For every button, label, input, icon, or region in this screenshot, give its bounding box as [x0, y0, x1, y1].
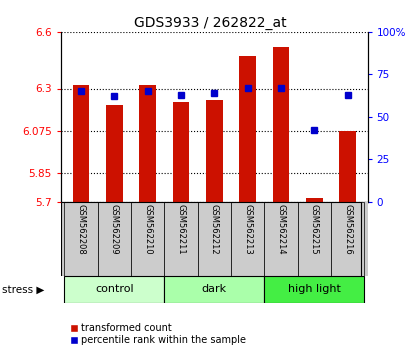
Bar — [131, 202, 164, 276]
Bar — [64, 276, 164, 303]
Text: dark: dark — [202, 284, 227, 295]
Text: high light: high light — [288, 284, 341, 295]
Bar — [64, 202, 97, 276]
Bar — [173, 102, 189, 202]
Bar — [297, 202, 331, 276]
Bar — [139, 85, 156, 202]
Text: GSM562211: GSM562211 — [176, 204, 185, 255]
Text: stress ▶: stress ▶ — [2, 284, 45, 295]
Bar — [106, 105, 123, 202]
Bar — [231, 202, 264, 276]
Bar — [164, 202, 197, 276]
Bar — [264, 276, 364, 303]
Text: control: control — [95, 284, 134, 295]
Bar — [164, 276, 264, 303]
Bar — [197, 202, 231, 276]
Bar — [306, 198, 323, 202]
Text: GSM562213: GSM562213 — [243, 204, 252, 255]
Bar — [206, 100, 223, 202]
Bar — [97, 202, 131, 276]
Bar — [339, 131, 356, 202]
Bar — [73, 85, 89, 202]
Legend: transformed count, percentile rank within the sample: transformed count, percentile rank withi… — [66, 319, 250, 349]
Bar — [331, 202, 364, 276]
Text: GSM562210: GSM562210 — [143, 204, 152, 255]
Bar — [239, 56, 256, 202]
Text: GSM562212: GSM562212 — [210, 204, 219, 255]
Text: GSM562208: GSM562208 — [76, 204, 85, 255]
Text: GSM562216: GSM562216 — [343, 204, 352, 255]
Text: GDS3933 / 262822_at: GDS3933 / 262822_at — [134, 16, 286, 30]
Text: GSM562214: GSM562214 — [276, 204, 285, 255]
Text: GSM562215: GSM562215 — [310, 204, 319, 255]
Bar — [273, 47, 289, 202]
Bar — [264, 202, 297, 276]
Text: GSM562209: GSM562209 — [110, 204, 119, 255]
